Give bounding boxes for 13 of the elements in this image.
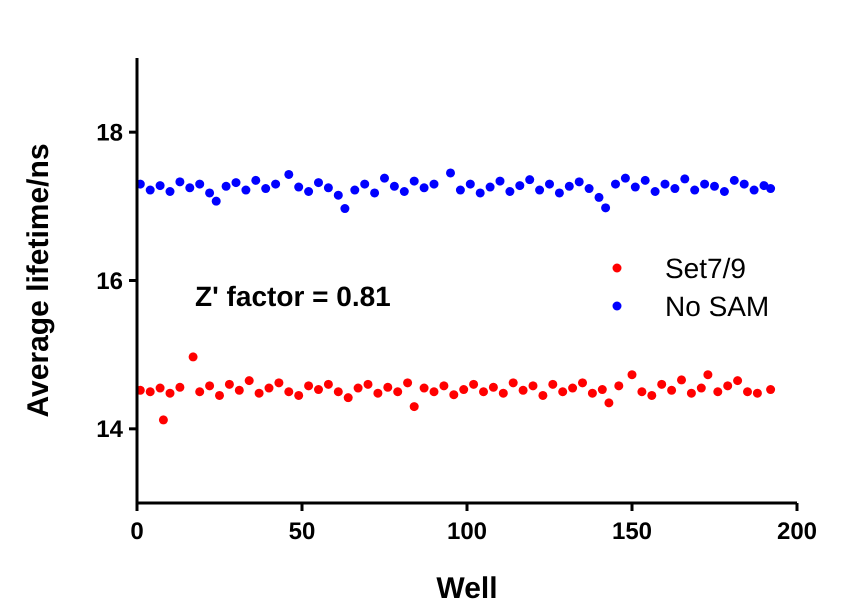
legend-label: No SAM (665, 290, 770, 322)
legend-label: Set7/9 (665, 252, 746, 284)
annotation: Z' factor = 0.81 (195, 281, 391, 312)
y-tick-label: 16 (96, 268, 123, 295)
x-tick-label: 50 (288, 518, 316, 545)
x-axis-title: Well (436, 572, 498, 605)
x-tick-label: 200 (776, 518, 818, 545)
x-tick-label: 100 (446, 518, 488, 545)
x-tick-label: 0 (130, 518, 144, 545)
y-axis-title: Average lifetime/ns (22, 144, 55, 418)
x-tick-label: 150 (612, 518, 652, 545)
y-tick-label: 14 (96, 416, 124, 444)
y-tick-label: 18 (96, 120, 123, 147)
